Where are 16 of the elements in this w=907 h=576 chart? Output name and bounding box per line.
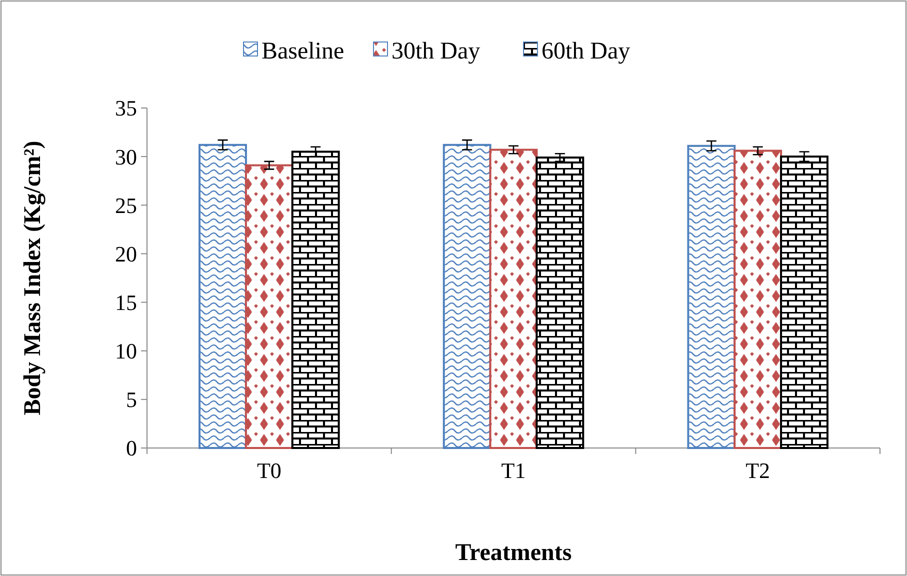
x-axis-title: Treatments [455,540,572,566]
y-tick-label: 25 [115,192,137,218]
x-tick-label: T1 [501,458,526,483]
y-tick-label: 15 [115,290,137,315]
x-tick-label: T0 [256,458,282,483]
y-tick-label: 20 [115,241,137,266]
y-tick-label: 30 [115,144,137,170]
legend-label: 60th Day [542,38,630,64]
y-tick-label: 10 [115,338,137,364]
legend-label: Baseline [262,38,344,64]
y-tick-label: 35 [115,96,137,121]
y-tick-label: 5 [126,387,137,412]
y-axis-title: Body Mass Index (Kg/cm²) [20,140,46,416]
y-tick-label: 0 [126,436,137,461]
x-tick-label: T2 [746,458,770,483]
legend-label: 30th Day [392,38,480,64]
